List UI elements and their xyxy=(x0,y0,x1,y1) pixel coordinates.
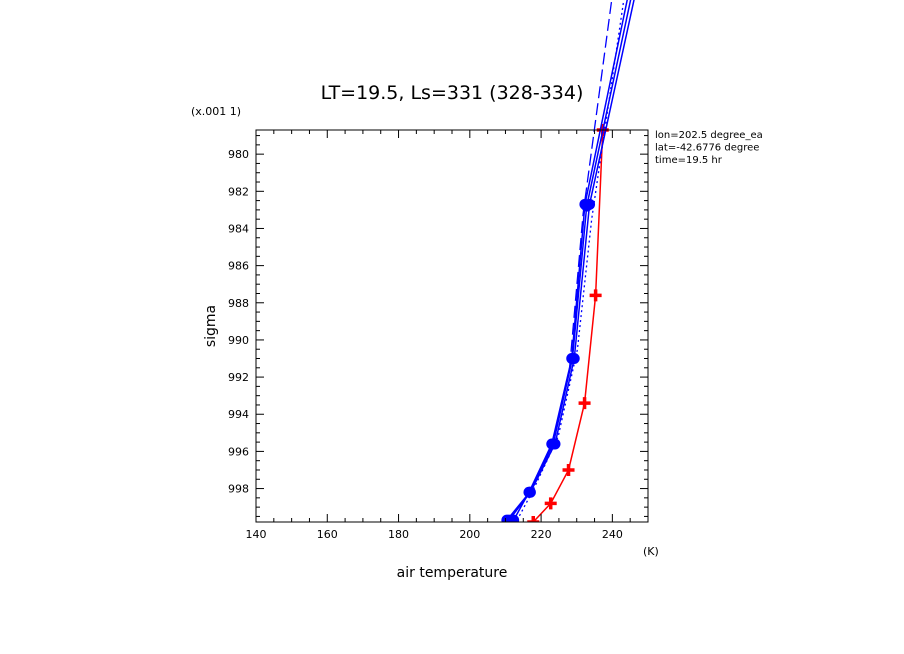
data-point xyxy=(546,438,558,450)
y-axis-label: sigma xyxy=(203,305,219,347)
plot-frame xyxy=(255,129,649,523)
info-line: time=19.5 hr xyxy=(655,155,723,166)
y-tick-label: 986 xyxy=(228,260,249,273)
series-line xyxy=(532,129,604,522)
y-tick-label: 996 xyxy=(228,445,249,458)
x-unit-label: (K) xyxy=(643,545,659,558)
y-tick-label: 988 xyxy=(228,297,249,310)
info-line: lon=202.5 degree_ea xyxy=(655,130,763,141)
x-tick-label: 220 xyxy=(531,528,552,541)
series-line xyxy=(504,0,613,522)
data-point xyxy=(544,497,557,510)
x-tick-label: 240 xyxy=(602,528,623,541)
data-point xyxy=(579,198,591,210)
data-point xyxy=(527,516,540,522)
y-tick-label: 980 xyxy=(228,148,249,161)
y-tick-label: 998 xyxy=(228,483,249,496)
data-point xyxy=(562,463,575,476)
x-tick-label: 200 xyxy=(459,528,480,541)
y-scale-label: (x.001 1) xyxy=(191,105,241,118)
y-tick-label: 994 xyxy=(228,408,249,421)
series-line xyxy=(515,0,625,522)
y-tick-label: 984 xyxy=(228,222,249,235)
x-tick-label: 160 xyxy=(317,528,338,541)
chart-title: LT=19.5, Ls=331 (328-334) xyxy=(321,82,584,104)
y-tick-label: 990 xyxy=(228,334,249,347)
series-line xyxy=(512,0,628,521)
data-point xyxy=(578,397,591,410)
info-line: lat=-42.6776 degree xyxy=(655,143,759,154)
y-tick-label: 992 xyxy=(228,371,249,384)
x-axis-label: air temperature xyxy=(397,565,508,581)
y-tick-label: 982 xyxy=(228,185,249,198)
x-tick-label: 180 xyxy=(388,528,409,541)
data-point xyxy=(589,289,602,302)
x-tick-label: 140 xyxy=(246,528,267,541)
